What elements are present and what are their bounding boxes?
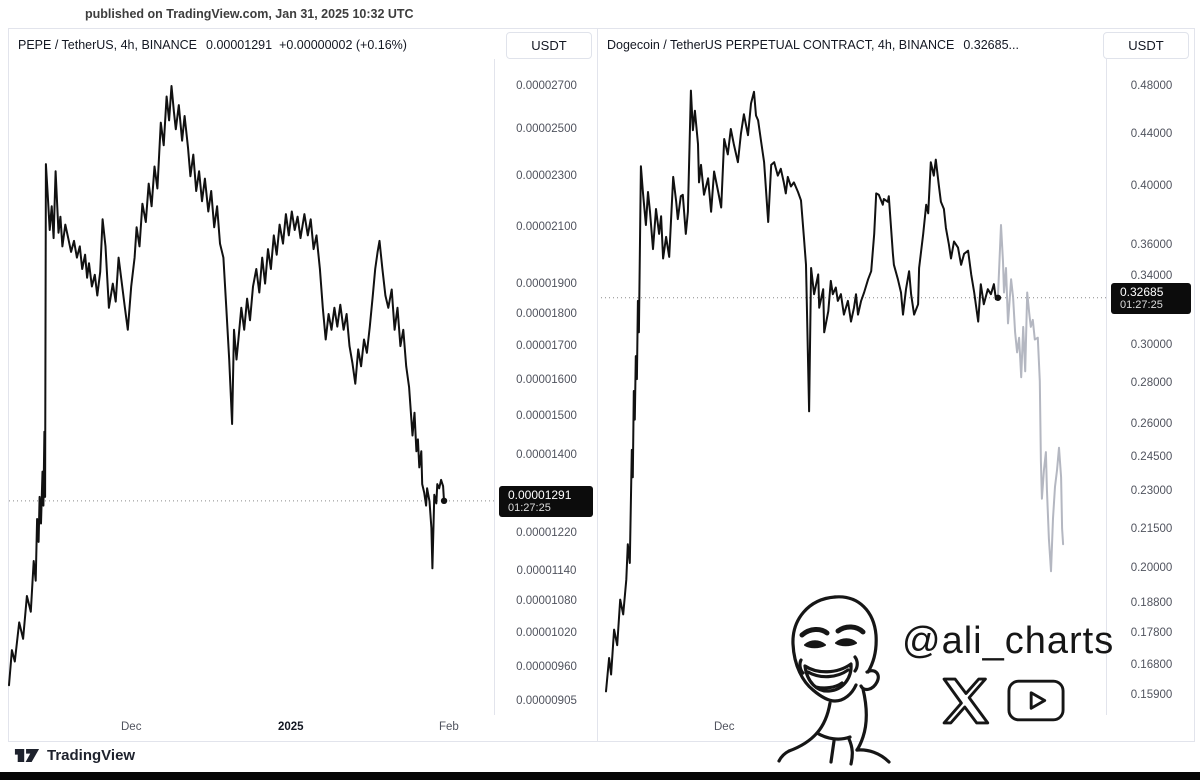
chart-widget: PEPE / TetherUS, 4h, BINANCE 0.00001291 +0… (8, 28, 1195, 742)
chart-pane-doge: Dogecoin / TetherUS PERPETUAL CONTRACT, … (597, 29, 1195, 741)
price-tick-label: 0.48000 (1130, 79, 1173, 92)
price-tick-label: 0.20000 (1130, 562, 1173, 575)
price-tick-label: 0.00001900 (516, 277, 577, 290)
last-price-text: 0.00001291 (206, 38, 273, 52)
price-tick-label: 0.00002100 (516, 221, 577, 234)
price-tick-label: 0.00001080 (516, 595, 577, 608)
price-tick-label: 0.15900 (1130, 688, 1173, 701)
price-tick-label: 0.30000 (1130, 339, 1173, 351)
price-axis-doge[interactable]: 0.32685 01:27:25 0.48000 0.44000 0.40000 0.… (1106, 59, 1196, 715)
price-tick-label: 0.44000 (1130, 127, 1173, 140)
badge-price: 0.32685 (1120, 284, 1164, 299)
symbol-title-pepe[interactable]: PEPE / TetherUS, 4h, BINANCE 0.00001291 +0… (18, 38, 407, 52)
currency-button[interactable]: USDT (506, 32, 592, 59)
badge-countdown: 01:27:25 (508, 501, 551, 514)
currency-button[interactable]: USDT (1103, 32, 1189, 59)
time-tick-label: Feb (438, 721, 459, 733)
time-tick-label: 2025 (277, 721, 304, 733)
series-faded-extension (996, 224, 1065, 573)
time-axis-doge[interactable]: Dec (598, 715, 1195, 741)
price-tick-label: 0.00001600 (516, 374, 577, 387)
symbol-text: Dogecoin / TetherUS PERPETUAL CONTRACT, … (607, 38, 955, 52)
price-tick-label: 0.00002500 (516, 123, 577, 136)
price-tick-label: 0.36000 (1130, 238, 1173, 251)
price-tick-label: 0.34000 (1130, 270, 1173, 283)
symbol-text: PEPE / TetherUS, 4h, BINANCE (18, 38, 198, 52)
price-tick-label: 0.24500 (1130, 450, 1173, 463)
price-tick-label: 0.00001140 (516, 564, 577, 577)
chart-pane-pepe: PEPE / TetherUS, 4h, BINANCE 0.00001291 +0… (8, 29, 598, 741)
last-price-dot (440, 497, 448, 505)
last-price-dot (994, 294, 1002, 301)
price-tick-label: 0.00001500 (516, 410, 577, 423)
series-DOGEUSDT.P (605, 89, 999, 693)
price-tick-label: 0.00002700 (516, 80, 577, 93)
symbol-title-doge[interactable]: Dogecoin / TetherUS PERPETUAL CONTRACT, … (607, 38, 1019, 52)
time-axis-pepe[interactable]: Dec 2025 Feb (9, 715, 598, 741)
badge-countdown: 01:27:25 (1120, 298, 1163, 311)
price-tick-label: 0.00000960 (516, 661, 577, 674)
price-tick-label: 0.00001400 (516, 449, 577, 462)
price-tick-label: 0.00002300 (516, 170, 577, 183)
time-tick-label: Dec (120, 721, 142, 733)
current-price-badge: 0.32685 01:27:25 (1111, 282, 1191, 314)
price-axis-pepe[interactable]: 0.00001291 01:27:25 0.00002700 0.00002500… (494, 59, 598, 715)
pepe-line-chart (8, 85, 494, 687)
price-tick-label: 0.00000905 (516, 694, 577, 707)
price-tick-label: 0.00001020 (516, 627, 577, 640)
price-tick-label: 0.18800 (1130, 596, 1173, 609)
price-tick-label: 0.00001800 (516, 307, 577, 320)
series-PEPEUSDT (8, 85, 445, 687)
price-tick-label: 0.21500 (1130, 522, 1173, 535)
price-tick-label: 0.23000 (1130, 485, 1173, 498)
price-chart-canvas-doge[interactable] (601, 59, 1106, 715)
price-tick-label: 0.17800 (1130, 626, 1173, 639)
price-chart-canvas-pepe[interactable] (8, 59, 494, 715)
price-tick-label: 0.00001220 (516, 526, 577, 539)
tradingview-logo-text: TradingView (47, 747, 136, 764)
badge-price: 0.00001291 (508, 487, 572, 502)
tradingview-logo-icon (14, 749, 40, 762)
published-header: published on TradingView.com, Jan 31, 20… (85, 7, 414, 21)
tradingview-logo[interactable]: TradingView (14, 747, 135, 764)
last-price-text: 0.32685... (963, 38, 1019, 52)
bottom-bar (0, 772, 1200, 780)
price-tick-label: 0.16800 (1130, 658, 1173, 671)
current-price-badge: 0.00001291 01:27:25 (499, 485, 593, 517)
price-tick-label: 0.28000 (1130, 377, 1173, 390)
price-tick-label: 0.40000 (1130, 180, 1173, 193)
price-change-text: +0.00000002 (+0.16%) (279, 38, 407, 52)
doge-line-chart (601, 89, 1106, 693)
time-tick-label: Dec (713, 721, 735, 733)
price-tick-label: 0.00001700 (516, 340, 577, 353)
price-tick-label: 0.26000 (1130, 417, 1173, 430)
